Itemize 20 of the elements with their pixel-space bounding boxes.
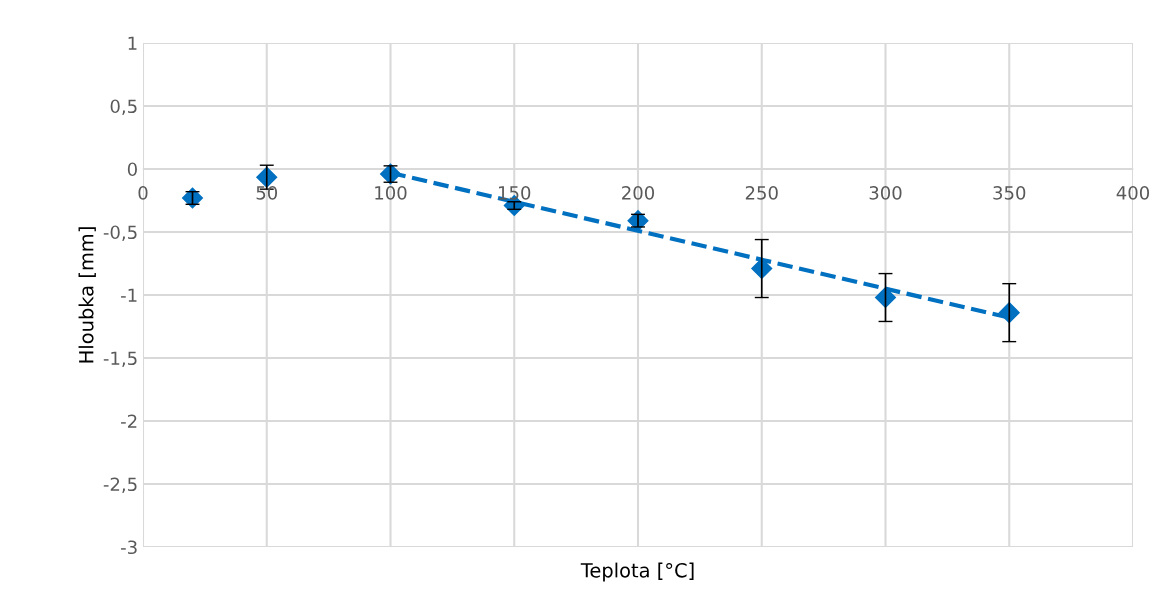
y-tick-label: -3 [121, 540, 137, 555]
x-tick-label: 150 [499, 185, 531, 200]
y-tick-label: -1 [121, 288, 137, 302]
y-tick-label: -2,5 [103, 477, 137, 493]
y-axis-title: Hloubka [mm] [78, 227, 96, 363]
y-tick-label: -2 [121, 414, 137, 428]
y-tick-label: 0,5 [110, 99, 137, 115]
y-tick-label: -0,5 [103, 225, 137, 241]
x-tick-label: 50 [256, 185, 278, 200]
x-tick-label: 250 [745, 185, 778, 200]
x-tick-label: 400 [1116, 185, 1150, 200]
y-tick-label: 1 [128, 36, 137, 50]
y-tick-label: -1,5 [103, 351, 137, 367]
x-tick-label: 200 [622, 185, 655, 200]
x-tick-label: 350 [993, 185, 1026, 200]
x-tick-label: 300 [869, 185, 902, 200]
x-axis-title: Teplota [°C] [580, 562, 694, 582]
y-tick-label: 0 [127, 162, 137, 177]
x-tick-label: 100 [375, 185, 407, 200]
x-tick-label: 0 [138, 185, 148, 200]
